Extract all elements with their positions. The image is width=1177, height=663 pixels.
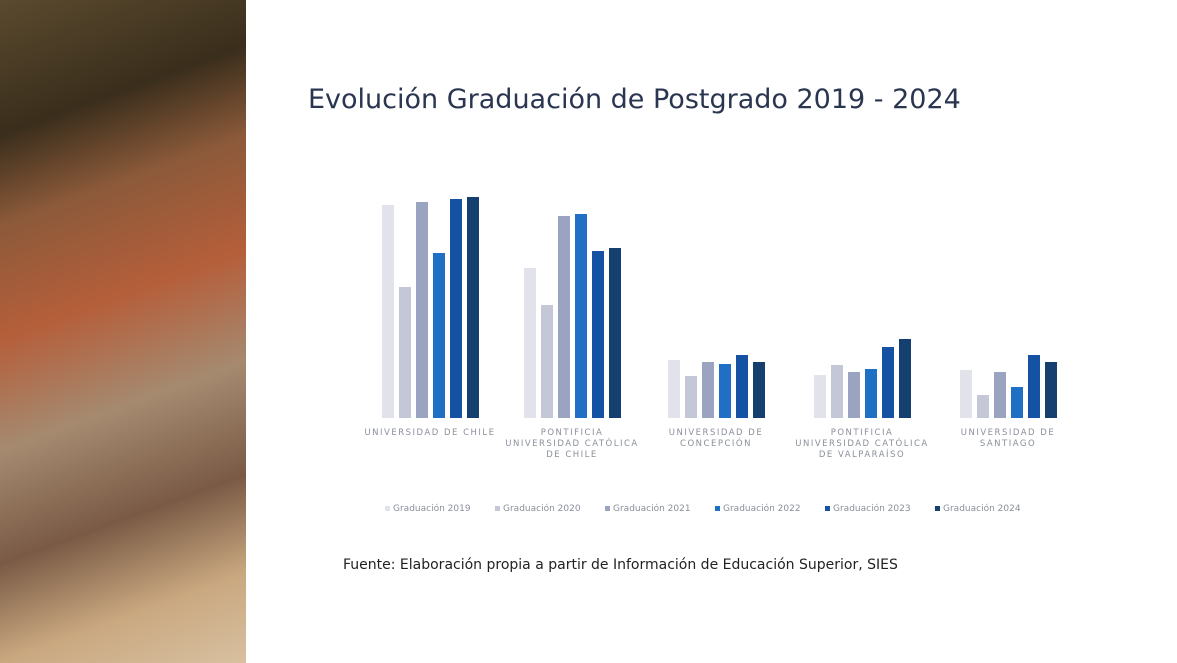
bar (898, 339, 911, 418)
legend-label: Graduación 2021 (613, 504, 691, 514)
x-tick-label: PONTIFICIA UNIVERSIDAD CATÓLICA DE VALPA… (795, 428, 929, 460)
bar (466, 197, 479, 418)
bar (591, 251, 604, 418)
legend-swatch (495, 506, 500, 511)
legend-item: Graduación 2023 (825, 504, 911, 514)
bar (540, 305, 553, 418)
bar (381, 205, 394, 418)
bar (667, 360, 680, 418)
legend-item: Graduación 2020 (495, 504, 581, 514)
bar (574, 214, 587, 418)
bar (398, 287, 411, 418)
bar (976, 395, 989, 418)
legend-item: Graduación 2022 (715, 504, 801, 514)
bar (432, 253, 445, 418)
bar (864, 369, 877, 418)
legend-item: Graduación 2024 (935, 504, 1021, 514)
x-tick-label: UNIVERSIDAD DE CONCEPCIÓN (668, 428, 764, 449)
legend-swatch (605, 506, 610, 511)
bar (608, 248, 621, 418)
x-tick-label: UNIVERSIDAD DE SANTIAGO (960, 428, 1056, 449)
legend-label: Graduación 2020 (503, 504, 581, 514)
chart-title: Evolución Graduación de Postgrado 2019 -… (308, 84, 961, 115)
bar (959, 370, 972, 418)
legend-swatch (385, 506, 390, 511)
photo (0, 0, 246, 663)
bar (523, 268, 536, 418)
source-note: Fuente: Elaboración propia a partir de I… (343, 557, 898, 573)
legend-label: Graduación 2019 (393, 504, 471, 514)
legend-swatch (935, 506, 940, 511)
bar (813, 375, 826, 418)
x-tick-label: PONTIFICIA UNIVERSIDAD CATÓLICA DE CHILE (505, 428, 639, 460)
bar (735, 355, 748, 418)
bar (1044, 362, 1057, 418)
bar (847, 372, 860, 418)
bar (830, 365, 843, 418)
bar (1027, 355, 1040, 418)
bar (684, 376, 697, 418)
bar (557, 216, 570, 418)
bar (993, 372, 1006, 418)
legend-swatch (825, 506, 830, 511)
bar (415, 202, 428, 418)
x-tick-label: UNIVERSIDAD DE CHILE (364, 428, 496, 438)
bar (752, 362, 765, 418)
bar (881, 347, 894, 418)
legend-item: Graduación 2021 (605, 504, 691, 514)
legend-item: Graduación 2019 (385, 504, 471, 514)
bar (449, 199, 462, 418)
bar (701, 362, 714, 418)
legend-swatch (715, 506, 720, 511)
legend-label: Graduación 2023 (833, 504, 911, 514)
legend-label: Graduación 2022 (723, 504, 801, 514)
bar (1010, 387, 1023, 418)
legend-label: Graduación 2024 (943, 504, 1021, 514)
bar (718, 364, 731, 418)
